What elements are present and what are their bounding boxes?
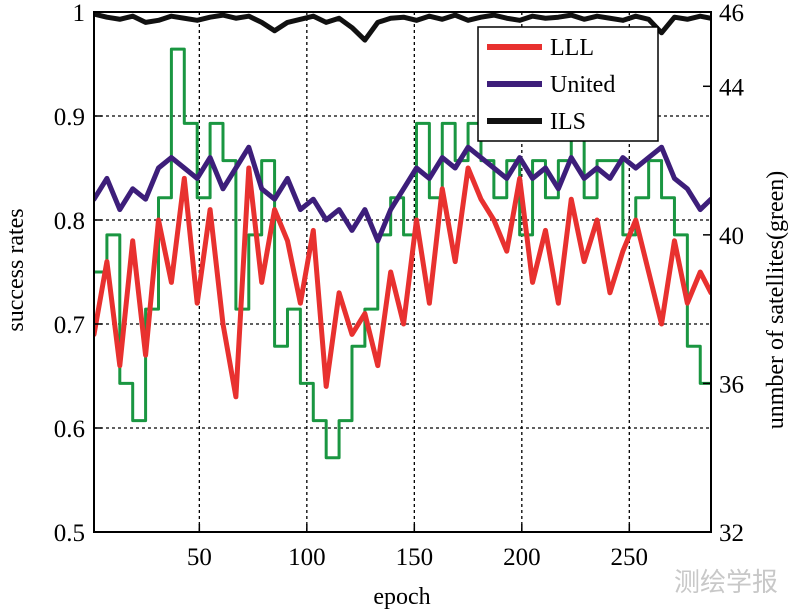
x-tick-labels: 50 100 150 200 250 bbox=[187, 544, 648, 571]
x-tick-label: 100 bbox=[288, 544, 326, 571]
series-line-ils bbox=[94, 12, 711, 43]
series-line-satellites bbox=[94, 47, 711, 460]
y-tick-labels: 0.5 0.6 0.7 0.8 0.9 1 bbox=[54, 0, 85, 547]
y-tick-label: 0.8 bbox=[54, 208, 85, 235]
legend: LLL United ILS bbox=[477, 26, 659, 142]
series-layer bbox=[94, 12, 711, 460]
x-tick-label: 200 bbox=[503, 544, 541, 571]
y-tick-label: 0.9 bbox=[54, 104, 85, 131]
y2-tick-labels: 32 36 40 44 46 bbox=[719, 0, 745, 547]
y-tick-label: 1 bbox=[73, 0, 86, 27]
x-tick-label: 150 bbox=[396, 544, 434, 571]
plot-frame bbox=[93, 11, 712, 533]
y-tick-label: 0.7 bbox=[54, 312, 85, 339]
watermark: 测绘学报 bbox=[674, 568, 778, 598]
x-axis-title: epoch bbox=[373, 584, 430, 610]
y2-tick-label: 40 bbox=[719, 223, 744, 250]
y-tick-label: 0.6 bbox=[54, 416, 85, 443]
y2-axis-title: unmber of satellites(green) bbox=[763, 171, 789, 430]
y2-tick-label: 44 bbox=[719, 74, 745, 101]
legend-label-ils: ILS bbox=[550, 109, 586, 135]
x-tick-label: 250 bbox=[611, 544, 649, 571]
y-tick-label: 0.5 bbox=[54, 520, 85, 547]
tick-marks bbox=[94, 11, 711, 533]
y2-tick-label: 46 bbox=[719, 0, 744, 27]
series-line-lll bbox=[94, 165, 711, 400]
legend-label-lll: LLL bbox=[550, 35, 594, 61]
legend-label-united: United bbox=[550, 72, 615, 98]
series-line-united bbox=[94, 144, 711, 244]
x-tick-label: 50 bbox=[187, 544, 212, 571]
y-axis-title: success rates bbox=[3, 208, 29, 331]
y2-tick-label: 32 bbox=[719, 520, 744, 547]
y2-tick-label: 36 bbox=[719, 371, 744, 398]
